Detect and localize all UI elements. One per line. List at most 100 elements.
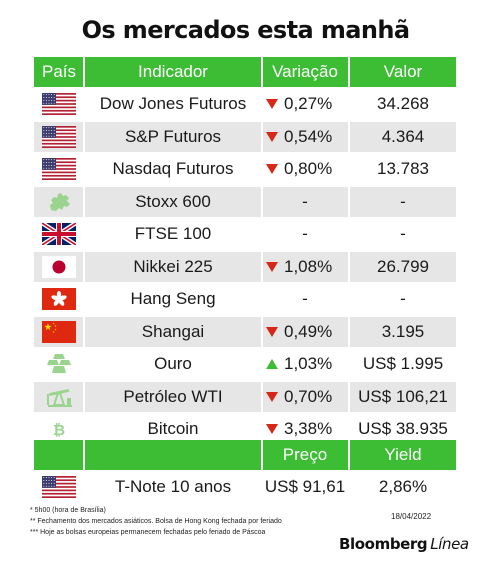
country-cell: [34, 187, 84, 217]
indicator-name: Stoxx 600: [135, 191, 211, 211]
arrow-down-icon: [266, 99, 278, 109]
value-cell: 3.195: [381, 321, 425, 341]
arrow-down-icon: [266, 131, 278, 142]
value-cell: -: [400, 224, 406, 243]
bond-table: Preço Yield T-Note 10 anos US$ 91,61 2,8…: [34, 440, 456, 502]
bond-price: US$ 91,61: [264, 477, 346, 496]
hong-kong-flag-icon: [42, 288, 76, 310]
table-row: Dow Jones Futuros 0,27% 34.268: [34, 89, 456, 119]
arrow-down-icon: [266, 424, 278, 434]
change-cell: 0,27%: [262, 89, 348, 119]
date-label: 18/04/2022: [391, 512, 432, 521]
change-value: 1,03%: [284, 354, 333, 373]
table-row: Shangai 0,49% 3.195: [34, 316, 456, 347]
change-cell: 3,38%: [262, 414, 348, 444]
change-value: 0,49%: [284, 321, 333, 341]
header-indicator: Indicador: [138, 62, 208, 81]
country-cell: ₿: [34, 414, 84, 444]
footnote: *** Hoje as bolsas europeias permanecem …: [30, 529, 266, 536]
value-cell: -: [400, 289, 406, 308]
table-row: ₿ Bitcoin 3,38% US$ 38.935: [34, 414, 456, 444]
value-cell: 13.783: [377, 159, 429, 178]
change-cell: -: [262, 284, 348, 314]
change-cell: 0,54%: [262, 122, 348, 152]
brand-logo: Bloomberg Línea: [339, 535, 469, 553]
table-row: S&P Futuros 0,54% 4.364: [34, 121, 456, 152]
us-flag-icon: [42, 476, 76, 498]
table-header: País Indicador Variação Valor: [34, 57, 456, 87]
indicator-name: S&P Futuros: [124, 126, 222, 146]
column-divider: [261, 440, 263, 502]
header-value: Valor: [383, 62, 423, 81]
us-flag-icon: [42, 125, 76, 148]
value-cell: US$ 106,21: [358, 386, 448, 406]
table-row: Hang Seng - -: [34, 284, 456, 314]
change-value: -: [302, 191, 308, 211]
change-cell: -: [262, 187, 348, 217]
bond-row: T-Note 10 anos US$ 91,61 2,86%: [34, 472, 456, 502]
change-value: 0,27%: [284, 94, 333, 113]
change-value: 3,38%: [284, 419, 333, 438]
change-cell: 0,80%: [262, 154, 348, 184]
europe-map-icon: [42, 191, 76, 213]
uk-flag-icon: [42, 223, 76, 245]
bond-header: Preço Yield: [34, 440, 456, 470]
indicator-name: Bitcoin: [147, 419, 199, 438]
brand-suffix: Línea: [430, 535, 469, 553]
country-cell: [34, 89, 84, 119]
header-yield: Yield: [384, 445, 422, 464]
arrow-down-icon: [266, 164, 278, 174]
oil-pump-icon: [42, 386, 76, 408]
change-cell: 1,03%: [262, 349, 348, 379]
svg-text:₿: ₿: [53, 421, 65, 439]
header-change: Variação: [272, 62, 338, 81]
change-value: 0,80%: [284, 159, 333, 178]
indicator-name: Hang Seng: [130, 289, 216, 308]
table-row: Nasdaq Futuros 0,80% 13.783: [34, 154, 456, 184]
bond-name: T-Note 10 anos: [114, 477, 232, 496]
country-cell: [34, 284, 84, 314]
change-value: 0,54%: [284, 126, 333, 146]
arrow-down-icon: [266, 261, 278, 272]
table-row: Nikkei 225 1,08% 26.799: [34, 251, 456, 282]
value-cell: US$ 38.935: [358, 419, 448, 438]
change-cell: -: [262, 219, 348, 249]
table-row: FTSE 100 - -: [34, 219, 456, 249]
arrow-up-icon: [266, 359, 278, 369]
china-flag-icon: [42, 320, 76, 343]
column-divider: [83, 57, 85, 437]
markets-table: País Indicador Variação Valor Dow Jones …: [34, 57, 456, 439]
header-price: Preço: [282, 445, 328, 464]
indicator-name: Dow Jones Futuros: [99, 94, 247, 113]
value-cell: 26.799: [377, 256, 429, 276]
page-title: Os mercados esta manhã: [81, 16, 410, 44]
indicator-name: FTSE 100: [134, 224, 212, 243]
arrow-down-icon: [266, 391, 278, 402]
country-cell: [34, 317, 84, 347]
column-divider: [261, 57, 263, 437]
value-cell: 4.364: [381, 126, 425, 146]
table-row: Ouro 1,03% US$ 1.995: [34, 349, 456, 379]
column-divider: [83, 440, 85, 502]
value-cell: US$ 1.995: [362, 354, 444, 373]
us-flag-icon: [42, 93, 76, 115]
indicator-name: Shangai: [141, 321, 205, 341]
header-country: País: [41, 62, 77, 81]
country-cell: [34, 349, 84, 379]
country-cell: [34, 252, 84, 282]
change-cell: 1,08%: [262, 252, 348, 282]
bond-country-cell: [34, 472, 84, 502]
column-divider: [348, 440, 350, 502]
value-cell: -: [400, 191, 406, 211]
indicator-name: Petróleo WTI: [123, 386, 223, 406]
change-value: 0,70%: [284, 386, 333, 406]
us-flag-icon: [42, 158, 76, 180]
bond-yield: 2,86%: [378, 477, 428, 496]
gold-bars-icon: [42, 353, 76, 375]
country-cell: [34, 219, 84, 249]
value-cell: 34.268: [377, 94, 429, 113]
change-cell: 0,70%: [262, 382, 348, 412]
indicator-name: Nasdaq Futuros: [112, 159, 234, 178]
table-row: Stoxx 600 - -: [34, 186, 456, 217]
change-cell: 0,49%: [262, 317, 348, 347]
